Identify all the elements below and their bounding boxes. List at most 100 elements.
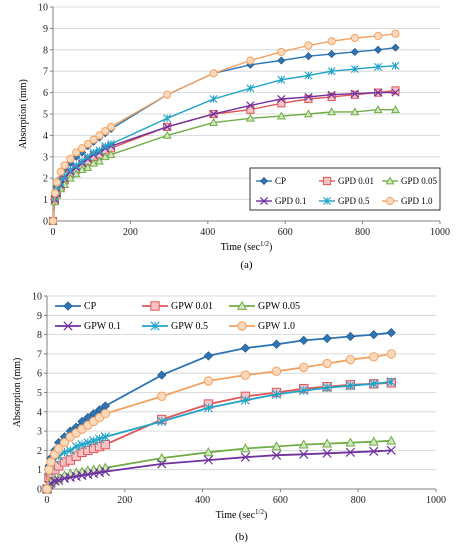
chart-b-point-3-15 <box>240 452 251 462</box>
chart-b-point-4-16 <box>271 389 282 400</box>
chart-b-point-4-6 <box>65 445 75 455</box>
chart-b-x-tick-label-3: 600 <box>273 495 288 506</box>
chart-a-point-0-17 <box>304 52 313 61</box>
chart-b-point-0-20 <box>369 329 379 340</box>
chart-b-point-2-14 <box>203 447 214 457</box>
chart-b-point-0-17 <box>299 335 309 346</box>
chart-a-point-5-16 <box>277 47 286 57</box>
chart-a-point-1-17 <box>304 94 313 104</box>
chart-a-point-5-14 <box>209 69 218 78</box>
chart-b-point-2-19 <box>345 437 356 447</box>
chart-b-y-tick-label-10: 10 <box>32 292 42 303</box>
chart-b-legend-marker-1 <box>150 301 160 311</box>
chart-b-point-4-21 <box>386 377 396 387</box>
chart-b-point-4-18 <box>322 383 332 393</box>
chart-a-point-5-21 <box>391 29 400 38</box>
chart-a-legend-marker-2 <box>385 176 395 185</box>
chart-a-point-2-8 <box>83 162 93 171</box>
chart-b-point-5-14 <box>203 376 214 386</box>
chart-a-point-2-13 <box>162 130 172 139</box>
chart-a-point-3-16 <box>277 94 286 104</box>
chart-a-point-2-10 <box>94 156 104 165</box>
chart-b-legend-label-3: GPW 0.1 <box>84 321 121 332</box>
chart-b-y-tick-label-6: 6 <box>37 369 42 380</box>
chart-b-y-tick-label-3: 3 <box>37 427 42 438</box>
chart-a-y-tick-label-10: 10 <box>38 3 48 14</box>
chart-a-x-tick-label-1: 200 <box>123 227 138 238</box>
chart-b-point-5-21 <box>386 349 396 359</box>
chart-b-point-4-7 <box>71 441 81 452</box>
chart-b-x-tick-label-4: 800 <box>351 495 366 506</box>
chart-b-point-0-18 <box>322 333 332 344</box>
chart-a-y-axis-label: Absorption (mm) <box>18 79 29 149</box>
chart-b-point-3-14 <box>203 455 214 465</box>
chart-a-point-3-15 <box>246 101 255 110</box>
chart-b-legend-marker-2 <box>236 300 248 310</box>
chart-a-legend-marker-5 <box>385 196 395 206</box>
chart-a-point-3-18 <box>327 90 336 99</box>
chart-a-point-5-18 <box>327 37 336 46</box>
chart-b-point-5-15 <box>240 370 251 380</box>
chart-b-legend-label-5: GPW 1.0 <box>258 321 295 332</box>
chart-a-point-5-8 <box>83 139 92 149</box>
chart-b-legend-marker-0 <box>63 301 73 311</box>
chart-b-x-tick-label-2: 400 <box>195 495 210 506</box>
chart-b-point-3-18 <box>322 448 332 458</box>
chart-b-point-5-20 <box>369 352 379 362</box>
chart-b-legend-marker-5 <box>237 321 247 331</box>
chart-a-point-4-14 <box>209 95 218 104</box>
chart-a-y-tick-label-4: 4 <box>43 131 48 142</box>
chart-a-legend-frame <box>249 167 441 211</box>
chart-b-y-tick-label-4: 4 <box>37 407 42 418</box>
chart-b-x-tick-label-1: 200 <box>117 495 132 506</box>
chart-b-legend-label-1: GPW 0.01 <box>171 301 213 312</box>
chart-b-point-4-11 <box>94 434 105 444</box>
chart-a-legend-label-4: GPD 0.5 <box>338 196 370 206</box>
chart-b-point-4-13 <box>157 416 167 427</box>
chart-a-point-5-0 <box>48 216 58 226</box>
chart-b-point-3-21 <box>386 445 396 456</box>
chart-b-point-5-4 <box>53 443 64 454</box>
chart-a-y-tick-label-0: 0 <box>43 217 48 228</box>
chart-b-legend-label-4: GPW 0.5 <box>171 321 208 332</box>
chart-a-x-tick-label-2: 400 <box>200 227 215 238</box>
chart-a-point-4-11 <box>101 142 110 151</box>
chart-a-legend: CP GPD 0.01 GPD 0.05 GPD 0.1 GPD 0.5 GPD 1.0 <box>249 167 441 211</box>
chart-a-point-0-19 <box>350 47 359 56</box>
chart-a-point-5-6 <box>72 148 81 157</box>
chart-a-point-5-3 <box>56 167 65 176</box>
chart-b-legend-label-2: GPW 0.05 <box>258 301 300 312</box>
chart-b-point-3-13 <box>157 459 167 469</box>
chart-b-y-axis-label: Absorption (mm) <box>12 358 23 428</box>
chart-a-point-4-19 <box>350 65 359 74</box>
chart-a-legend-marker-4 <box>323 197 331 205</box>
chart-a-y-tick-label-9: 9 <box>43 24 48 35</box>
chart-b-point-5-13 <box>157 391 167 402</box>
chart-a-x-axis-label: Time (sec1/2) <box>221 240 273 253</box>
chart-a-point-5-11 <box>101 127 110 136</box>
chart-a-point-3-20 <box>374 88 383 97</box>
chart-b-point-4-14 <box>203 403 214 413</box>
chart-a-point-4-10 <box>95 146 104 155</box>
chart-b-point-2-15 <box>240 443 251 453</box>
chart-a-point-5-12 <box>106 122 116 131</box>
chart-b-point-3-19 <box>345 447 356 457</box>
chart-b-x-tick-label-5: 1000 <box>426 495 446 506</box>
chart-a-point-3-14 <box>209 109 218 119</box>
chart-b-y-tick-label-7: 7 <box>37 349 42 360</box>
chart-a-point-0-20 <box>374 45 383 54</box>
chart-a-point-4-17 <box>304 71 313 80</box>
chart-a-y-tick-label-1: 1 <box>43 195 48 206</box>
chart-a-point-5-4 <box>60 161 69 170</box>
chart-a-point-1-18 <box>327 92 336 101</box>
chart-a-point-0-18 <box>327 50 336 59</box>
chart-b-point-3-4 <box>54 475 64 485</box>
chart-b-legend-marker-4 <box>150 321 160 331</box>
chart-a-panel-label: (a) <box>240 259 253 271</box>
chart-a-point-2-19 <box>350 107 360 116</box>
chart-b-point-5-16 <box>271 366 282 376</box>
chart-a-x-tick-label-4: 800 <box>355 227 370 238</box>
chart-b-point-4-15 <box>240 395 250 405</box>
chart-a-y-tick-label-8: 8 <box>43 45 48 56</box>
